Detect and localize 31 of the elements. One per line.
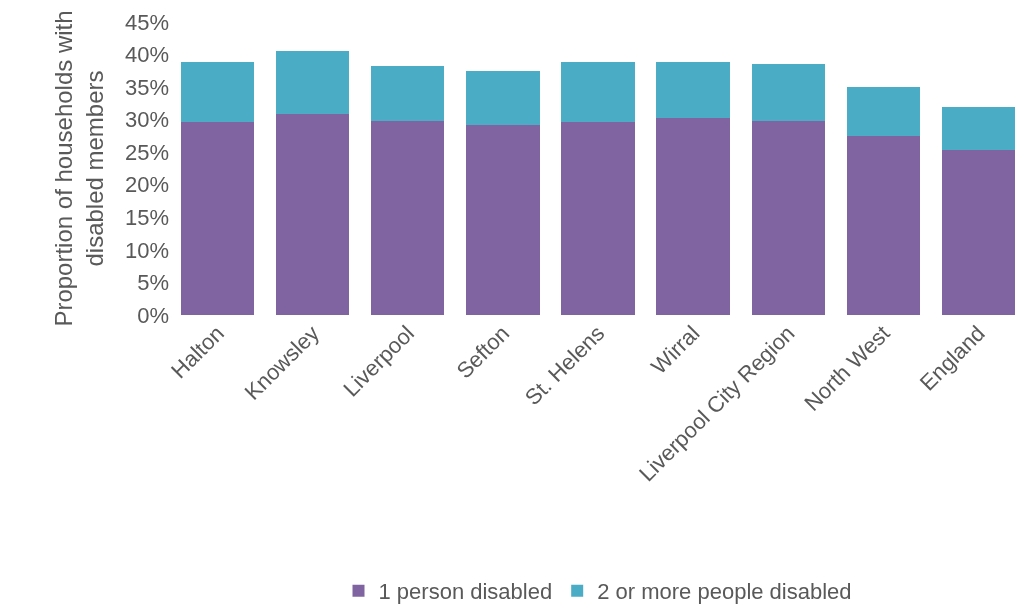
y-tick-label: 5% bbox=[137, 270, 169, 296]
bar bbox=[561, 62, 635, 122]
y-tick-label: 40% bbox=[124, 42, 169, 68]
y-axis-title: Proportion of households with disabled members bbox=[49, 10, 109, 327]
y-tick-label: 30% bbox=[124, 107, 169, 133]
bar bbox=[371, 65, 445, 121]
bar bbox=[561, 121, 635, 315]
y-tick-label: 15% bbox=[124, 205, 169, 231]
y-tick-label: 0% bbox=[137, 302, 169, 328]
bar bbox=[466, 124, 540, 315]
bar bbox=[751, 120, 825, 315]
y-tick-label: 10% bbox=[124, 237, 169, 263]
bar bbox=[751, 63, 825, 121]
bar bbox=[941, 150, 1016, 315]
bar bbox=[941, 106, 1016, 151]
legend-label: 1 person disabled bbox=[378, 579, 553, 605]
bar bbox=[276, 51, 350, 114]
bar bbox=[371, 120, 445, 315]
bar bbox=[656, 118, 730, 315]
bar bbox=[656, 61, 730, 119]
y-tick-label: 20% bbox=[124, 172, 169, 198]
bar bbox=[180, 61, 255, 122]
y-tick-label: 25% bbox=[124, 139, 169, 165]
bar bbox=[846, 135, 920, 315]
bar bbox=[276, 113, 350, 315]
bar bbox=[180, 121, 255, 315]
legend-label: 2 or more people disabled bbox=[597, 579, 852, 605]
y-tick-label: 35% bbox=[124, 74, 169, 100]
bar bbox=[846, 87, 920, 136]
bar bbox=[466, 70, 540, 125]
y-tick-label: 45% bbox=[124, 9, 169, 35]
